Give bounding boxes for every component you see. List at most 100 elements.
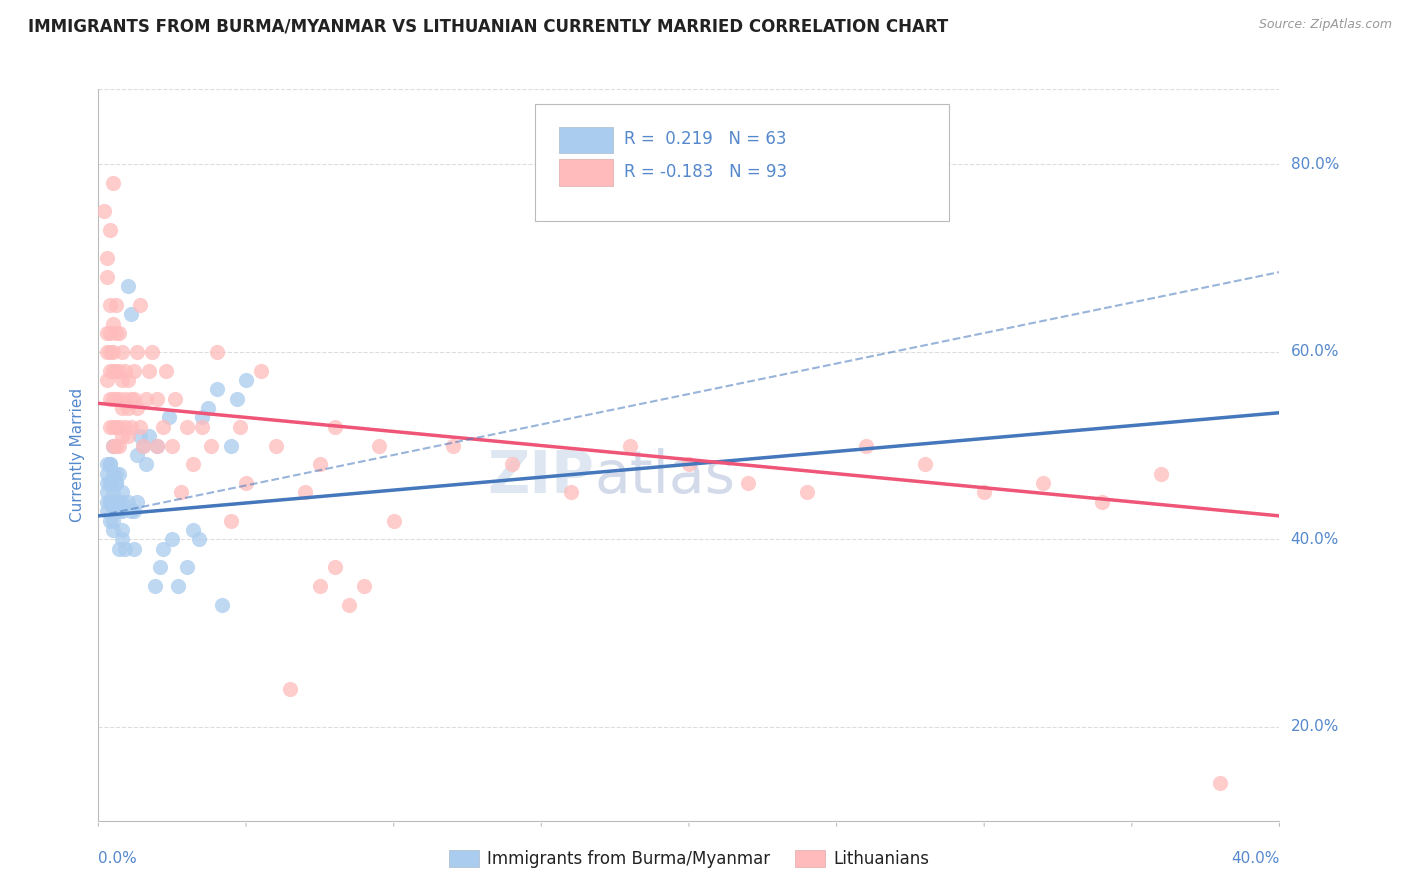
Point — [111, 429, 134, 443]
Point — [122, 363, 145, 377]
Point — [96, 344, 118, 359]
Point — [105, 467, 128, 481]
Point — [96, 504, 118, 518]
Point — [560, 485, 582, 500]
Point — [146, 438, 169, 452]
Point — [98, 392, 121, 406]
Point — [103, 438, 125, 452]
Point — [125, 495, 148, 509]
Point — [111, 373, 134, 387]
Point — [382, 514, 405, 528]
FancyBboxPatch shape — [560, 160, 613, 186]
Point — [114, 392, 136, 406]
Point — [619, 438, 641, 452]
Point — [96, 326, 118, 340]
Point — [111, 495, 134, 509]
Point — [138, 429, 160, 443]
Point — [309, 458, 332, 472]
Point — [211, 598, 233, 612]
Point — [278, 682, 302, 697]
Point — [128, 429, 150, 443]
Legend: Immigrants from Burma/Myanmar, Lithuanians: Immigrants from Burma/Myanmar, Lithuania… — [441, 843, 936, 874]
Text: 20.0%: 20.0% — [1291, 719, 1339, 734]
Point — [229, 419, 252, 434]
Point — [111, 523, 134, 537]
Point — [114, 419, 136, 434]
Point — [128, 298, 150, 312]
Point — [120, 307, 142, 321]
Point — [152, 419, 174, 434]
Point — [108, 419, 131, 434]
Point — [98, 495, 121, 509]
Point — [96, 458, 118, 472]
Point — [98, 223, 121, 237]
Point — [162, 533, 183, 547]
Point — [323, 419, 346, 434]
Point — [108, 438, 131, 452]
Point — [98, 298, 121, 312]
Point — [309, 579, 332, 593]
Point — [678, 458, 700, 472]
Point — [170, 485, 193, 500]
Point — [181, 458, 204, 472]
Point — [135, 458, 157, 472]
Point — [105, 476, 128, 491]
Text: ZIP: ZIP — [488, 449, 595, 506]
Point — [149, 560, 172, 574]
Point — [105, 298, 128, 312]
Point — [235, 373, 257, 387]
Point — [111, 533, 134, 547]
Point — [122, 392, 145, 406]
Point — [132, 438, 155, 452]
FancyBboxPatch shape — [560, 127, 613, 153]
Point — [98, 458, 121, 472]
Point — [132, 438, 155, 452]
Point — [117, 401, 139, 415]
Point — [108, 392, 131, 406]
Point — [98, 514, 121, 528]
Point — [105, 419, 128, 434]
Point — [226, 392, 249, 406]
Point — [135, 392, 157, 406]
Point — [1032, 476, 1054, 491]
Point — [98, 495, 121, 509]
Point — [181, 523, 204, 537]
Point — [98, 344, 121, 359]
Point — [141, 344, 163, 359]
Point — [1150, 467, 1173, 481]
Point — [128, 419, 150, 434]
Point — [93, 204, 115, 219]
Point — [96, 269, 118, 284]
Point — [176, 419, 198, 434]
Point — [264, 438, 287, 452]
Point — [98, 458, 121, 472]
Point — [103, 467, 125, 481]
Point — [323, 560, 346, 574]
Text: Source: ZipAtlas.com: Source: ZipAtlas.com — [1258, 18, 1392, 31]
Text: 40.0%: 40.0% — [1291, 532, 1339, 547]
Point — [103, 176, 125, 190]
Point — [103, 495, 125, 509]
Point — [1091, 495, 1114, 509]
Point — [138, 363, 160, 377]
Point — [200, 438, 222, 452]
Point — [114, 541, 136, 556]
Point — [1209, 776, 1232, 790]
Point — [197, 401, 219, 415]
Point — [103, 344, 125, 359]
Point — [146, 438, 169, 452]
Point — [737, 476, 759, 491]
Text: IMMIGRANTS FROM BURMA/MYANMAR VS LITHUANIAN CURRENTLY MARRIED CORRELATION CHART: IMMIGRANTS FROM BURMA/MYANMAR VS LITHUAN… — [28, 18, 949, 36]
Text: 40.0%: 40.0% — [1232, 851, 1279, 866]
Point — [111, 401, 134, 415]
Point — [96, 373, 118, 387]
Point — [125, 344, 148, 359]
Point — [337, 598, 360, 612]
Point — [98, 476, 121, 491]
Text: R = -0.183   N = 93: R = -0.183 N = 93 — [624, 163, 787, 181]
Point — [368, 438, 391, 452]
Point — [205, 344, 228, 359]
Point — [191, 419, 214, 434]
Point — [103, 419, 125, 434]
Point — [98, 476, 121, 491]
